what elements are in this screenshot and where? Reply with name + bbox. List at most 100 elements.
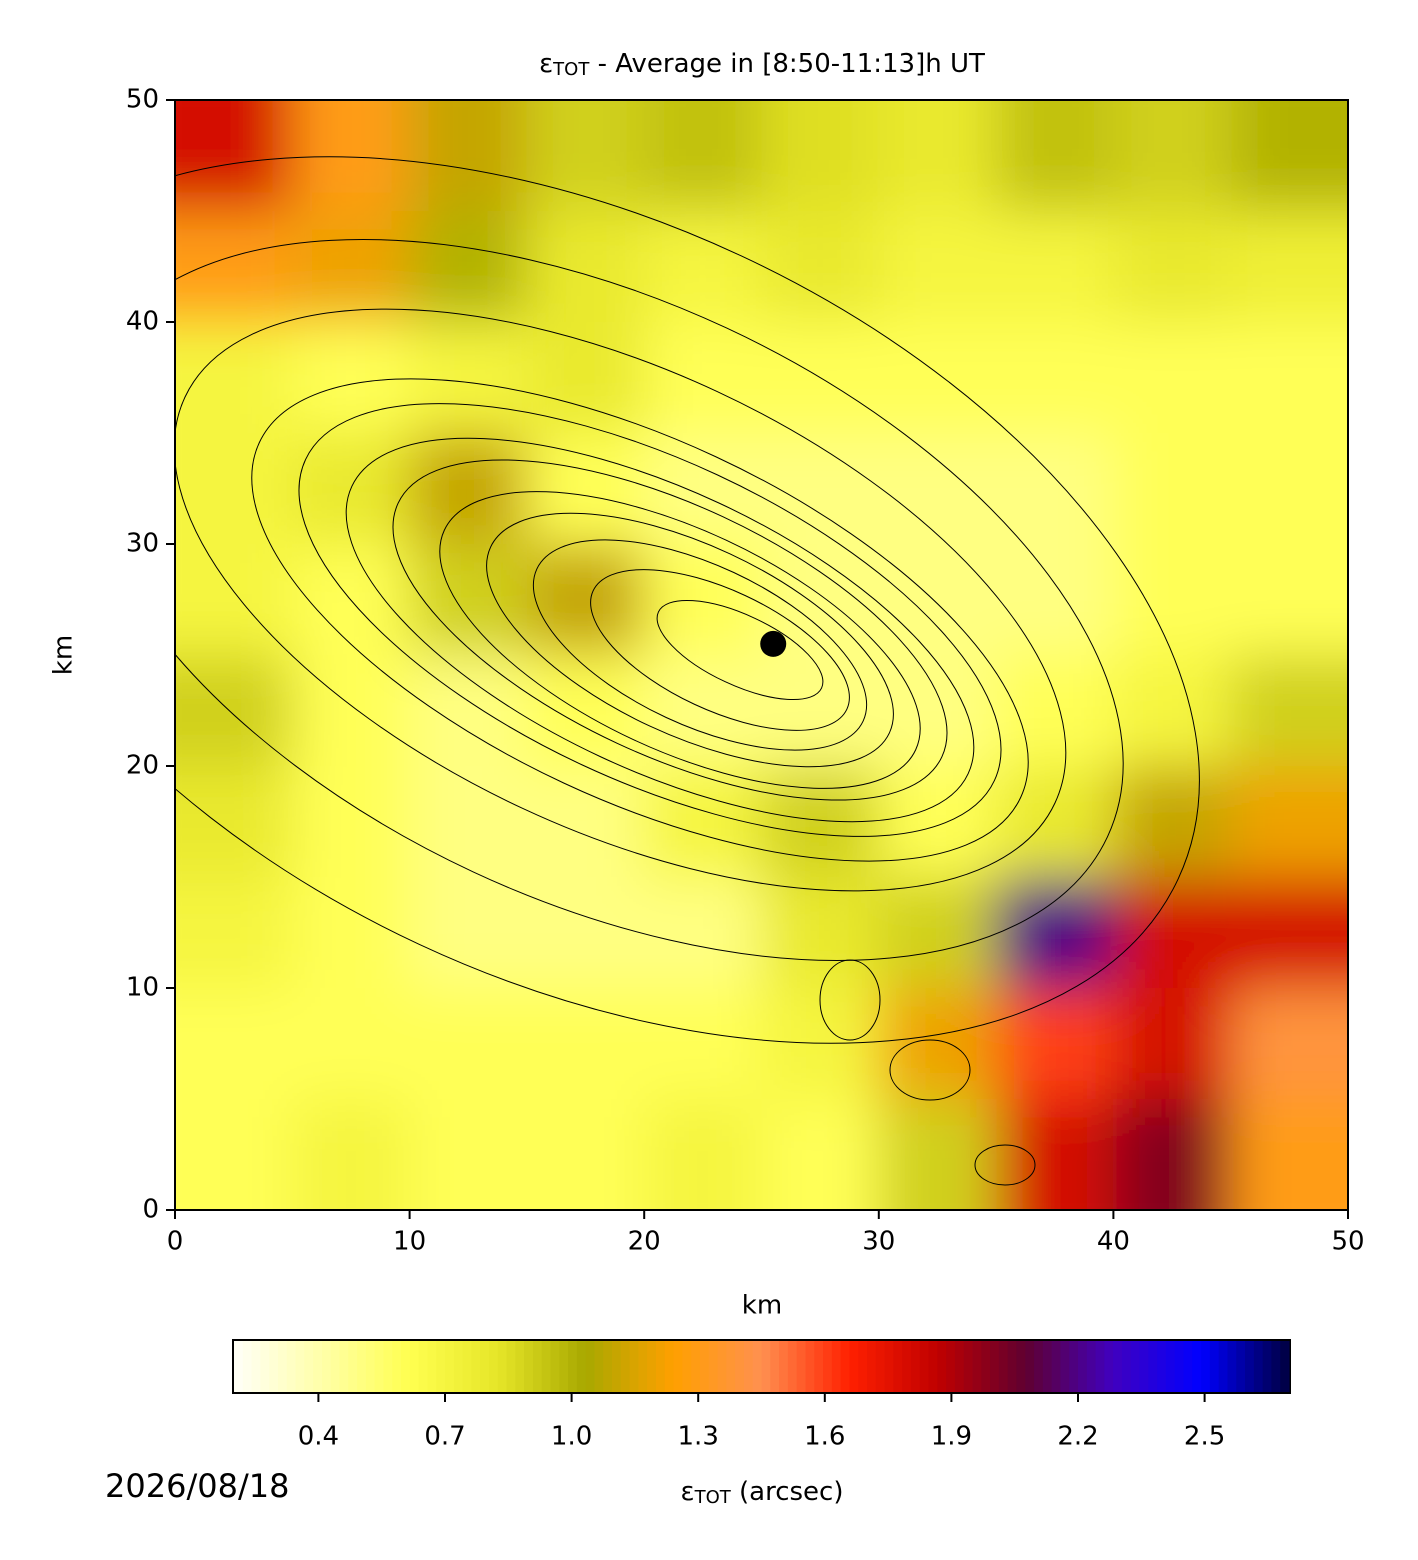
colorbar-swatch	[761, 1341, 771, 1392]
heatmap-cell	[1230, 544, 1348, 655]
colorbar-swatch	[330, 1341, 341, 1392]
x-tick-label: 0	[167, 1227, 184, 1257]
colorbar-label: εTOT (arcsec)	[681, 1477, 844, 1509]
heatmap-cell	[644, 100, 762, 211]
colorbar-swatch	[1104, 1341, 1114, 1392]
colorbar-subscript: TOT	[694, 1487, 732, 1508]
heatmap-cell	[644, 877, 762, 988]
y-tick-label: 10	[126, 973, 159, 1003]
colorbar-swatch	[875, 1341, 886, 1392]
colorbar-swatch	[787, 1341, 798, 1392]
heatmap-cell	[1230, 433, 1348, 544]
colorbar-swatch	[392, 1341, 402, 1392]
colorbar-swatch	[620, 1341, 631, 1392]
colorbar-swatch	[242, 1341, 253, 1392]
colorbar-swatch	[1086, 1341, 1097, 1392]
colorbar-swatch	[972, 1341, 982, 1392]
colorbar-swatch	[1157, 1341, 1167, 1392]
heatmap-cell	[1113, 322, 1231, 433]
heatmap-cell	[292, 211, 410, 322]
colorbar-swatch	[990, 1341, 1000, 1392]
colorbar-swatch	[1042, 1341, 1053, 1392]
colorbar-swatch	[471, 1341, 481, 1392]
colorbar-frame	[232, 1339, 1291, 1394]
colorbar-swatch	[1209, 1341, 1220, 1392]
heatmap-cell	[1113, 1099, 1231, 1210]
colorbar-swatch	[919, 1341, 930, 1392]
heatmap-cell	[526, 100, 645, 211]
heatmap-cell	[526, 322, 645, 433]
heatmap-cell	[996, 766, 1114, 877]
x-tick-label: 10	[393, 1227, 426, 1257]
colorbar-swatch	[682, 1341, 692, 1392]
heatmap-cell	[1113, 544, 1231, 655]
colorbar-swatch	[823, 1341, 833, 1392]
colorbar-swatch	[295, 1341, 305, 1392]
heatmap-cells	[175, 100, 1348, 1210]
y-tick-label: 50	[126, 85, 159, 115]
colorbar-swatch	[436, 1341, 446, 1392]
marker-point	[760, 630, 787, 657]
date: 2026/08/18	[105, 1467, 289, 1505]
heatmap-cell	[526, 766, 645, 877]
colorbar-swatch	[357, 1341, 367, 1392]
colorbar-swatch	[1121, 1341, 1132, 1392]
colorbar-tick-label: 1.9	[931, 1422, 972, 1452]
colorbar-swatch	[480, 1341, 490, 1392]
colorbar-swatch	[524, 1341, 534, 1392]
colorbar-swatch	[1174, 1341, 1185, 1392]
heatmap-cell	[292, 766, 410, 877]
colorbar-swatch	[937, 1341, 947, 1392]
colorbar-swatch	[946, 1341, 956, 1392]
heatmap-cell	[1113, 877, 1231, 988]
heatmap	[175, 100, 1348, 1210]
heatmap-cell	[1230, 1099, 1348, 1210]
heatmap-cell	[878, 988, 997, 1099]
heatmap-cell	[996, 322, 1114, 433]
heatmap-cell	[644, 655, 762, 766]
heatmap-cell	[761, 877, 879, 988]
heatmap-cell	[409, 433, 527, 544]
colorbar-swatch	[1253, 1341, 1264, 1392]
heatmap-cell	[526, 877, 645, 988]
colorbar-swatch	[814, 1341, 824, 1392]
heatmap-cell	[1230, 211, 1348, 322]
heatmap-cell	[761, 433, 879, 544]
colorbar-swatch	[1025, 1341, 1035, 1392]
colorbar-tick-label: 1.0	[551, 1422, 592, 1452]
heatmap-cell	[996, 988, 1114, 1099]
colorbar-swatch	[559, 1341, 569, 1392]
colorbar-swatch	[348, 1341, 358, 1392]
colorbar-swatch	[656, 1341, 666, 1392]
heatmap-cell	[409, 988, 527, 1099]
heatmap-cell	[409, 100, 527, 211]
colorbar-swatch	[1113, 1341, 1123, 1392]
heatmap-cell	[292, 1099, 410, 1210]
heatmap-cell	[175, 988, 293, 1099]
colorbar-swatch	[638, 1341, 648, 1392]
colorbar-swatch	[867, 1341, 877, 1392]
colorbar-tick-label: 2.2	[1057, 1422, 1098, 1452]
colorbar-swatch	[286, 1341, 297, 1392]
colorbar-swatch	[1218, 1341, 1229, 1392]
colorbar-swatch	[910, 1341, 921, 1392]
colorbar-swatch	[1148, 1341, 1158, 1392]
colorbar-swatch	[401, 1341, 411, 1392]
colorbar-label-text: (arcsec)	[731, 1477, 844, 1507]
heatmap-cell	[996, 433, 1114, 544]
colorbar-swatch	[884, 1341, 894, 1392]
colorbar-swatch	[612, 1341, 622, 1392]
heatmap-cell	[526, 1099, 645, 1210]
colorbar-swatch	[647, 1341, 657, 1392]
y-axis-label: km	[49, 635, 79, 675]
colorbar-swatch	[603, 1341, 613, 1392]
heatmap-cell	[761, 100, 879, 211]
heatmap-cell	[878, 1099, 997, 1210]
colorbar-swatch	[462, 1341, 472, 1392]
colorbar-swatch	[928, 1341, 938, 1392]
colorbar-swatch	[594, 1341, 604, 1392]
x-tick-label: 50	[1331, 1227, 1364, 1257]
colorbar-tick-label: 2.5	[1184, 1422, 1225, 1452]
colorbar-swatch	[954, 1341, 965, 1392]
colorbar-swatch	[506, 1341, 516, 1392]
